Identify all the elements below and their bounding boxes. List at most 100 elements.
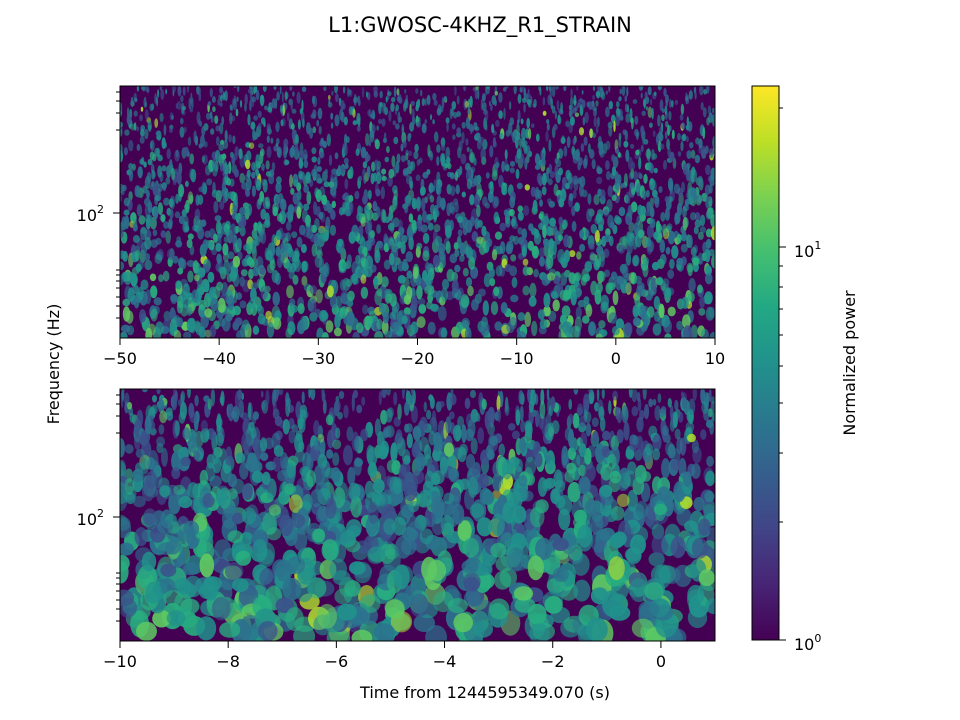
top-power-blob [401, 155, 406, 163]
top-power-blob [406, 270, 413, 279]
top-power-blob [643, 173, 648, 184]
top-power-blob [330, 210, 336, 220]
top-power-blob [625, 251, 632, 266]
bottom-power-blob [385, 389, 391, 396]
top-power-blob [198, 92, 202, 102]
top-power-blob [515, 168, 520, 180]
top-power-blob [145, 289, 152, 305]
top-power-blob [451, 101, 457, 110]
top-power-blob [296, 91, 301, 104]
bottom-power-blob [488, 598, 510, 620]
bottom-power-blob [160, 563, 177, 577]
top-power-blob [258, 122, 262, 130]
top-power-blob [570, 88, 573, 98]
bottom-power-blob [187, 435, 197, 453]
top-power-blob [478, 288, 486, 297]
top-power-blob [624, 103, 628, 113]
top-power-blob [219, 86, 224, 94]
bottom-power-blob [152, 609, 172, 628]
bottom-power-blob [450, 393, 457, 406]
top-y-tick-label: 102 [77, 203, 104, 225]
top-power-blob [637, 172, 642, 179]
bottom-power-blob [431, 410, 437, 428]
top-power-blob [374, 290, 383, 306]
top-power-blob [214, 215, 222, 222]
top-power-blob [362, 168, 366, 178]
top-power-blob [331, 90, 334, 96]
top-power-blob [453, 198, 459, 206]
top-power-blob [584, 154, 588, 166]
top-power-blob [527, 128, 532, 140]
top-power-blob [387, 91, 392, 97]
bottom-power-blob [420, 489, 433, 508]
bottom-power-blob [308, 389, 311, 399]
top-power-blob [508, 122, 513, 134]
top-power-blob [687, 292, 695, 303]
top-power-blob [546, 86, 549, 92]
top-power-blob [520, 118, 524, 125]
top-power-blob [381, 276, 389, 288]
top-power-blob [179, 126, 185, 138]
top-power-blob [712, 136, 715, 149]
top-power-blob [348, 106, 353, 116]
top-power-blob [215, 125, 221, 132]
top-power-blob [474, 126, 480, 132]
top-power-blob [267, 106, 273, 113]
top-power-blob [343, 116, 348, 126]
top-power-blob [489, 145, 494, 158]
top-power-blob [461, 121, 466, 129]
bottom-power-blob [211, 596, 231, 621]
top-power-blob [663, 160, 667, 170]
top-power-blob [409, 180, 414, 190]
bottom-power-blob [406, 473, 419, 495]
top-power-blob [130, 96, 134, 108]
top-power-blob [712, 114, 715, 119]
bottom-power-blob [225, 446, 233, 467]
bottom-power-blob [573, 389, 579, 395]
bottom-power-blob [670, 536, 686, 559]
bottom-power-blob [288, 430, 296, 444]
top-power-blob [479, 136, 485, 145]
top-power-blob [532, 199, 538, 213]
top-power-blob [390, 102, 395, 113]
top-power-blob [342, 277, 351, 292]
top-power-blob [543, 305, 551, 317]
top-power-blob [183, 146, 189, 156]
bottom-power-blob [625, 449, 635, 460]
bottom-power-blob [520, 420, 526, 433]
top-power-blob [680, 103, 685, 115]
top-power-blob [150, 139, 155, 152]
top-power-blob [305, 214, 311, 227]
bottom-power-blob [483, 491, 495, 505]
top-power-blob [258, 143, 264, 149]
top-power-blob [152, 153, 157, 162]
top-power-blob [708, 184, 713, 194]
bottom-power-blob [136, 409, 144, 427]
top-power-blob [657, 313, 666, 327]
bottom-power-blob [667, 398, 672, 408]
bottom-power-blob [638, 600, 660, 618]
top-power-blob [490, 103, 493, 112]
top-power-blob [388, 252, 395, 266]
bottom-power-blob [497, 408, 501, 423]
top-power-blob [184, 225, 190, 232]
top-power-blob [150, 308, 158, 322]
top-power-blob [223, 252, 229, 263]
top-power-blob [237, 86, 240, 93]
top-power-blob [618, 244, 625, 254]
top-power-blob [446, 291, 454, 301]
top-power-blob [697, 231, 704, 240]
top-power-blob [649, 206, 655, 218]
bottom-power-blob [347, 466, 356, 486]
top-power-blob [308, 224, 313, 231]
top-power-blob [169, 159, 173, 172]
top-power-blob [568, 272, 576, 285]
top-power-blob [436, 156, 440, 166]
top-power-blob [203, 280, 210, 293]
bottom-power-blob [335, 427, 341, 440]
top-power-blob [422, 250, 430, 262]
top-power-blob [376, 206, 381, 218]
top-power-blob [459, 165, 463, 175]
top-power-blob [316, 119, 320, 127]
top-power-blob [219, 122, 224, 135]
